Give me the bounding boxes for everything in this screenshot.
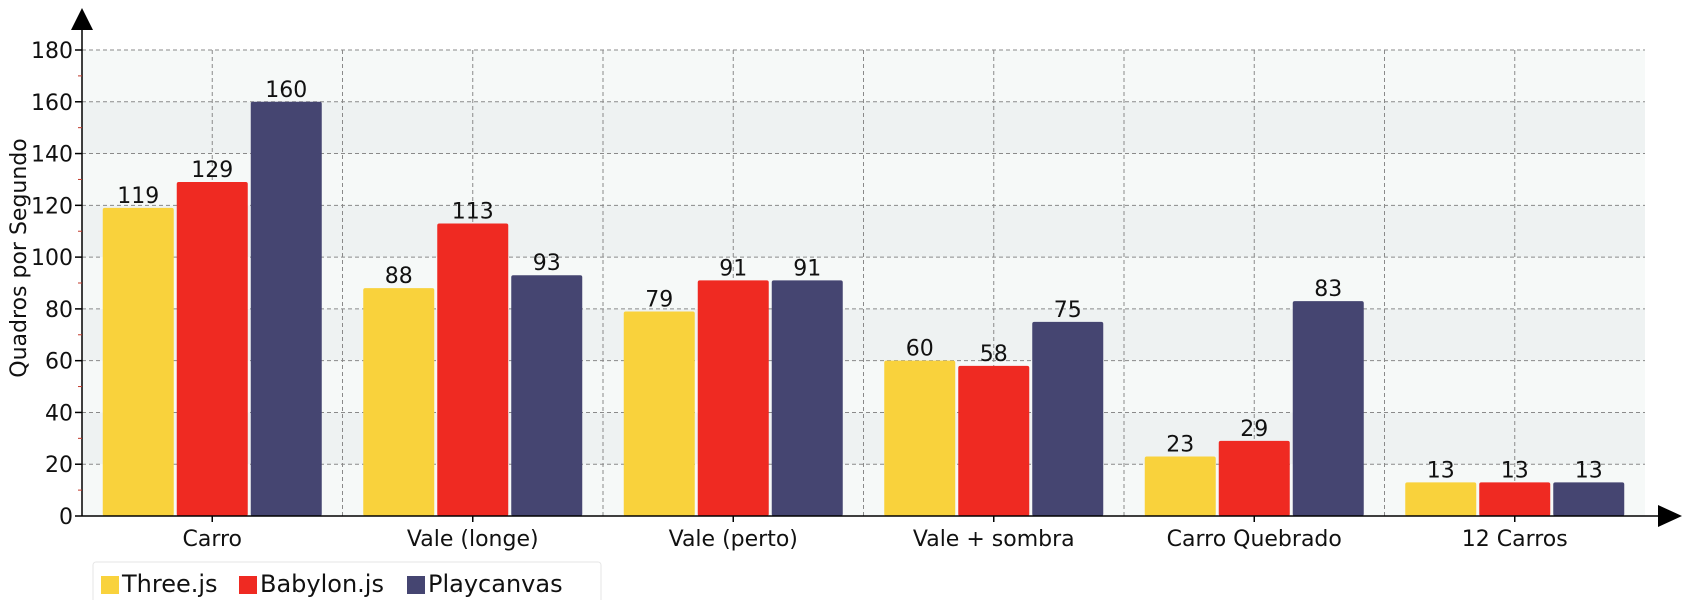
bar-value-label: 13 (1501, 458, 1529, 483)
y-tick-label: 160 (31, 91, 73, 116)
bar-value-label: 13 (1575, 458, 1603, 483)
x-category-label: Vale (longe) (407, 527, 539, 552)
bar-value-labels: 119 129 160 88 113 93 79 91 91 60 58 75 23 29 83 13 13 13 (117, 78, 1603, 484)
bar (437, 223, 509, 516)
bar-value-label: 23 (1166, 432, 1194, 457)
bar-value-label: 91 (719, 256, 747, 281)
bar (884, 360, 956, 516)
bar-value-label: 29 (1240, 417, 1268, 442)
bar (697, 280, 769, 516)
x-category-label: Carro (182, 527, 242, 552)
y-tick-label: 40 (45, 401, 73, 426)
x-category-labels: Carro Vale (longe) Vale (perto) Vale + somb… (182, 516, 1568, 552)
legend-swatch (407, 576, 425, 594)
x-category-label: Carro Quebrado (1167, 527, 1342, 552)
legend-swatch (239, 576, 257, 594)
y-tick-label: 80 (45, 298, 73, 323)
bar (1553, 482, 1625, 516)
bar-value-label: 58 (980, 342, 1008, 367)
y-tick-label: 0 (59, 505, 73, 530)
bar (771, 280, 843, 516)
bar-value-label: 60 (906, 337, 934, 362)
legend-label: Three.js (121, 570, 218, 598)
y-tick-label: 60 (45, 350, 73, 375)
legend-swatch (101, 576, 119, 594)
bar-value-label: 83 (1314, 277, 1342, 302)
bar (1479, 482, 1551, 516)
bar (623, 311, 695, 516)
x-category-label: 12 Carros (1462, 527, 1568, 552)
legend: Three.js Babylon.js Playcanvas (92, 561, 602, 600)
bar-value-label: 113 (452, 199, 494, 224)
bar-value-label: 129 (191, 158, 233, 183)
x-axis-arrow (1658, 505, 1682, 527)
bar-value-label: 93 (533, 251, 561, 276)
legend-label: Playcanvas (428, 570, 563, 598)
bars (102, 101, 1625, 517)
y-tick-label: 100 (31, 246, 73, 271)
bar (1032, 321, 1104, 516)
bar (1292, 301, 1364, 516)
bar (958, 365, 1030, 516)
y-axis-title: Quadros por Segundo (7, 138, 32, 377)
bar (1144, 456, 1216, 516)
bar-value-label: 88 (385, 264, 413, 289)
bar-value-label: 13 (1427, 458, 1455, 483)
bar (1405, 482, 1477, 516)
y-tick-label: 180 (31, 39, 73, 64)
bar-value-label: 75 (1054, 298, 1082, 323)
bar (102, 207, 174, 516)
bar (363, 288, 435, 516)
axes (71, 8, 1682, 527)
bar-value-label: 119 (117, 184, 159, 209)
bar (511, 275, 583, 516)
legend-label: Babylon.js (260, 570, 384, 598)
bar (1218, 440, 1290, 516)
y-axis-arrow (71, 8, 93, 30)
y-tick-label: 20 (45, 453, 73, 478)
legend-box (92, 561, 602, 600)
x-category-label: Vale (perto) (669, 527, 798, 552)
x-category-label: Vale + sombra (913, 527, 1075, 552)
y-tick-labels: 0 20 40 60 80 100 120 140 160 180 (31, 39, 82, 530)
bar (176, 182, 248, 517)
bar-value-label: 91 (793, 256, 821, 281)
bar (250, 101, 322, 517)
bar-value-label: 160 (265, 78, 307, 103)
y-tick-label: 140 (31, 143, 73, 168)
bar-value-label: 79 (645, 287, 673, 312)
y-tick-label: 120 (31, 194, 73, 219)
